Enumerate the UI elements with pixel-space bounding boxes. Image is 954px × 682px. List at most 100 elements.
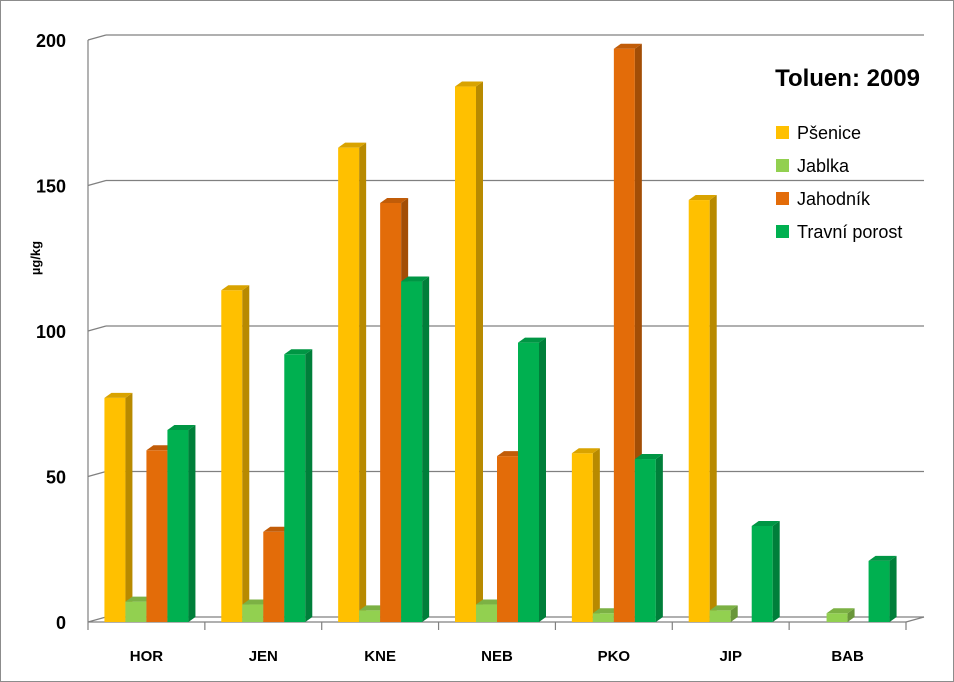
- bar-front: [284, 354, 306, 622]
- bar-side: [422, 276, 430, 622]
- bars: [104, 43, 897, 623]
- bar-front: [146, 450, 168, 622]
- bar-front: [751, 525, 773, 622]
- bar-top: [613, 43, 642, 49]
- bar-top: [338, 142, 367, 148]
- gridline-diagonal: [87, 34, 107, 41]
- legend-swatch: [776, 126, 789, 139]
- bar: [284, 349, 313, 622]
- y-axis-label: µg/kg: [28, 241, 43, 275]
- bar: [868, 555, 897, 622]
- bar: [709, 605, 738, 622]
- bar-side: [772, 520, 780, 622]
- bar-front: [455, 86, 476, 622]
- bar-front: [221, 290, 243, 622]
- bar-top: [826, 608, 855, 614]
- x-tick-label: PKO: [598, 648, 631, 665]
- x-tick-label: HOR: [130, 648, 164, 665]
- bar-top: [401, 276, 430, 282]
- bar-side: [476, 81, 483, 622]
- bar-top: [868, 555, 897, 561]
- bar-front: [380, 202, 402, 622]
- gridline-diagonal: [87, 616, 107, 623]
- x-tick-label: NEB: [481, 648, 513, 665]
- bar-side: [188, 424, 196, 622]
- y-tick-label: 150: [36, 177, 66, 197]
- bar: [751, 520, 780, 622]
- bar: [826, 608, 855, 622]
- bar-top: [380, 197, 409, 203]
- bar-front: [263, 531, 285, 622]
- bar-front: [167, 429, 189, 622]
- bar-front: [125, 601, 147, 622]
- bar-top: [104, 392, 133, 398]
- legend-label: Travní porost: [797, 222, 902, 242]
- bar-front: [709, 610, 731, 622]
- bar: [221, 285, 250, 622]
- bar-top: [571, 448, 600, 454]
- bar-side: [242, 285, 250, 622]
- bar-front: [476, 604, 497, 622]
- bar-side: [592, 448, 600, 622]
- bar-front: [518, 342, 539, 622]
- bar-side: [730, 605, 738, 622]
- y-tick-labels: 0 50 100 150 200: [36, 31, 66, 633]
- bar: [571, 448, 600, 622]
- bar-front: [634, 459, 656, 622]
- legend-label: Jahodník: [797, 189, 871, 209]
- bar: [338, 142, 367, 623]
- bar-front: [242, 604, 264, 622]
- bar-front: [401, 281, 423, 622]
- bar-top: [709, 605, 738, 611]
- bar-front: [592, 613, 614, 622]
- bar: [401, 276, 430, 622]
- bar-side: [709, 195, 717, 623]
- category-labels: HOR JEN KNE NEB PKO JIP BAB: [87, 622, 907, 665]
- gridline-diagonal: [87, 325, 107, 332]
- x-tick-label: KNE: [364, 648, 396, 665]
- bar-side: [889, 555, 897, 622]
- bar-side: [655, 454, 663, 622]
- bar-top: [455, 81, 483, 87]
- floor-edge: [905, 616, 925, 623]
- legend-swatch: [776, 225, 789, 238]
- bar-front: [868, 560, 890, 622]
- legend-swatch: [776, 159, 789, 172]
- bar-front: [613, 48, 635, 623]
- bar-front: [688, 200, 710, 623]
- legend-swatch: [776, 192, 789, 205]
- y-tick-label: 0: [56, 613, 66, 633]
- bar: [104, 392, 133, 622]
- y-tick-label: 100: [36, 322, 66, 342]
- legend-label: Jablka: [797, 156, 850, 176]
- bar-side: [359, 142, 367, 623]
- bar-front: [338, 147, 360, 623]
- x-tick-label: JIP: [719, 648, 742, 665]
- bar-top: [167, 424, 196, 430]
- gridline-diagonal: [87, 179, 107, 187]
- bar-side: [125, 392, 133, 622]
- bar-top: [634, 454, 663, 460]
- bar-side: [539, 337, 546, 622]
- bar: [634, 454, 663, 622]
- legend-label: Pšenice: [797, 123, 861, 143]
- bar-side: [847, 608, 855, 622]
- bar-front: [826, 613, 848, 622]
- bar-front: [571, 453, 593, 622]
- y-tick-label: 50: [46, 468, 66, 488]
- bar: [455, 81, 483, 622]
- bar-top: [518, 337, 546, 343]
- y-tick-label: 200: [36, 31, 66, 51]
- bar-top: [688, 195, 717, 201]
- x-tick-label: JEN: [249, 648, 278, 665]
- x-tick-label: BAB: [831, 648, 864, 665]
- gridline-diagonal: [87, 470, 107, 478]
- bar-top: [221, 285, 250, 291]
- bar: [518, 337, 546, 622]
- bar-top: [284, 349, 313, 355]
- bar-front: [359, 610, 381, 622]
- bar: [688, 195, 717, 623]
- bar-front: [497, 456, 518, 622]
- bar-side: [305, 349, 313, 622]
